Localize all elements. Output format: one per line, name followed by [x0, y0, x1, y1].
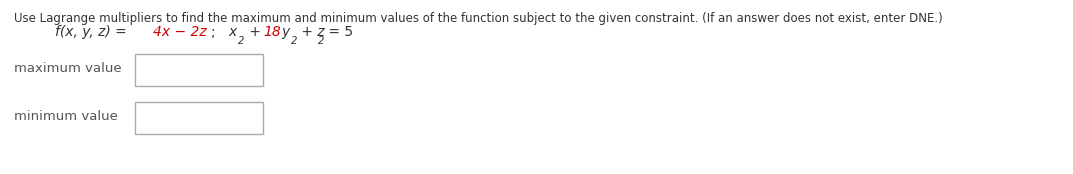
Text: x: x — [227, 25, 236, 39]
Text: y: y — [281, 25, 290, 39]
Text: 18: 18 — [263, 25, 281, 39]
Text: +: + — [245, 25, 265, 39]
Text: = 5: = 5 — [324, 25, 353, 39]
Text: Use Lagrange multipliers to find the maximum and minimum values of the function : Use Lagrange multipliers to find the max… — [14, 12, 943, 25]
Text: + z: + z — [297, 25, 325, 39]
Text: 2: 2 — [291, 36, 297, 46]
Text: 4x − 2z: 4x − 2z — [153, 25, 207, 39]
Text: minimum value: minimum value — [14, 110, 118, 124]
Bar — [135, 54, 263, 86]
Text: maximum value: maximum value — [14, 62, 121, 76]
Text: f(x, y, z) =: f(x, y, z) = — [55, 25, 131, 39]
Text: 2: 2 — [318, 36, 324, 46]
Bar — [135, 102, 263, 134]
Text: 2: 2 — [238, 36, 245, 46]
Text: ;: ; — [211, 25, 216, 39]
